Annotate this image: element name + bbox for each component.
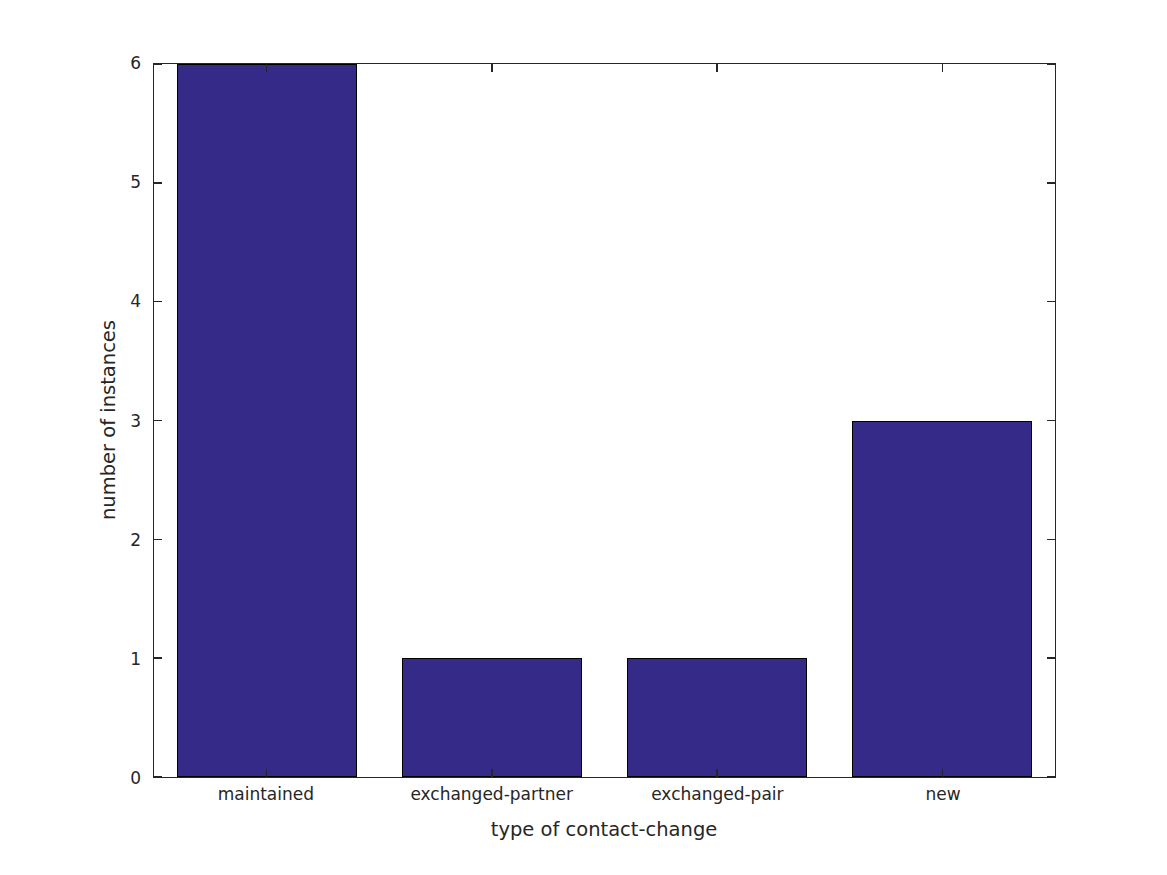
tick-y-left-5 — [154, 182, 162, 184]
tick-y-left-3 — [154, 420, 162, 422]
tick-y-left-2 — [154, 539, 162, 541]
x-tick-label-exchanged-partner: exchanged-partner — [410, 786, 573, 803]
tick-y-left-0 — [154, 776, 162, 778]
bar-exchanged-partner — [402, 658, 582, 777]
tick-y-right-0 — [1047, 776, 1055, 778]
x-tick-label-maintained: maintained — [218, 786, 314, 803]
plot-area — [153, 63, 1056, 778]
tick-y-right-2 — [1047, 539, 1055, 541]
y-tick-label-1: 1 — [130, 650, 141, 667]
y-tick-label-6: 6 — [130, 55, 141, 72]
tick-y-right-6 — [1047, 63, 1055, 65]
y-tick-label-5: 5 — [130, 174, 141, 191]
tick-y-left-1 — [154, 657, 162, 659]
x-tick-labels: maintained exchanged-partner exchanged-pai… — [153, 786, 1056, 810]
y-tick-label-4: 4 — [130, 293, 141, 310]
y-tick-label-3: 3 — [130, 412, 141, 429]
tick-x-bottom-new — [942, 769, 944, 777]
tick-x-top-maintained — [266, 64, 268, 72]
tick-y-right-4 — [1047, 301, 1055, 303]
tick-y-right-5 — [1047, 182, 1055, 184]
tick-x-bottom-exchanged-partner — [491, 769, 493, 777]
y-tick-label-0: 0 — [130, 770, 141, 787]
y-tick-labels: 0123456 — [0, 63, 141, 778]
tick-y-right-3 — [1047, 420, 1055, 422]
bar-chart-figure: number of instances 0123456 maintainedex… — [0, 0, 1167, 875]
tick-y-left-4 — [154, 301, 162, 303]
x-axis-label: type of contact-change — [491, 818, 718, 841]
bar-maintained — [177, 64, 357, 777]
tick-y-right-1 — [1047, 657, 1055, 659]
y-tick-label-2: 2 — [130, 531, 141, 548]
tick-x-bottom-exchanged-pair — [716, 769, 718, 777]
x-tick-label-exchanged-pair: exchanged-pair — [651, 786, 783, 803]
tick-x-top-new — [942, 64, 944, 72]
tick-x-bottom-maintained — [266, 769, 268, 777]
tick-x-top-exchanged-pair — [716, 64, 718, 72]
tick-x-top-exchanged-partner — [491, 64, 493, 72]
bar-new — [852, 421, 1032, 778]
x-tick-label-new: new — [926, 786, 961, 803]
tick-y-left-6 — [154, 63, 162, 65]
bar-exchanged-pair — [627, 658, 807, 777]
